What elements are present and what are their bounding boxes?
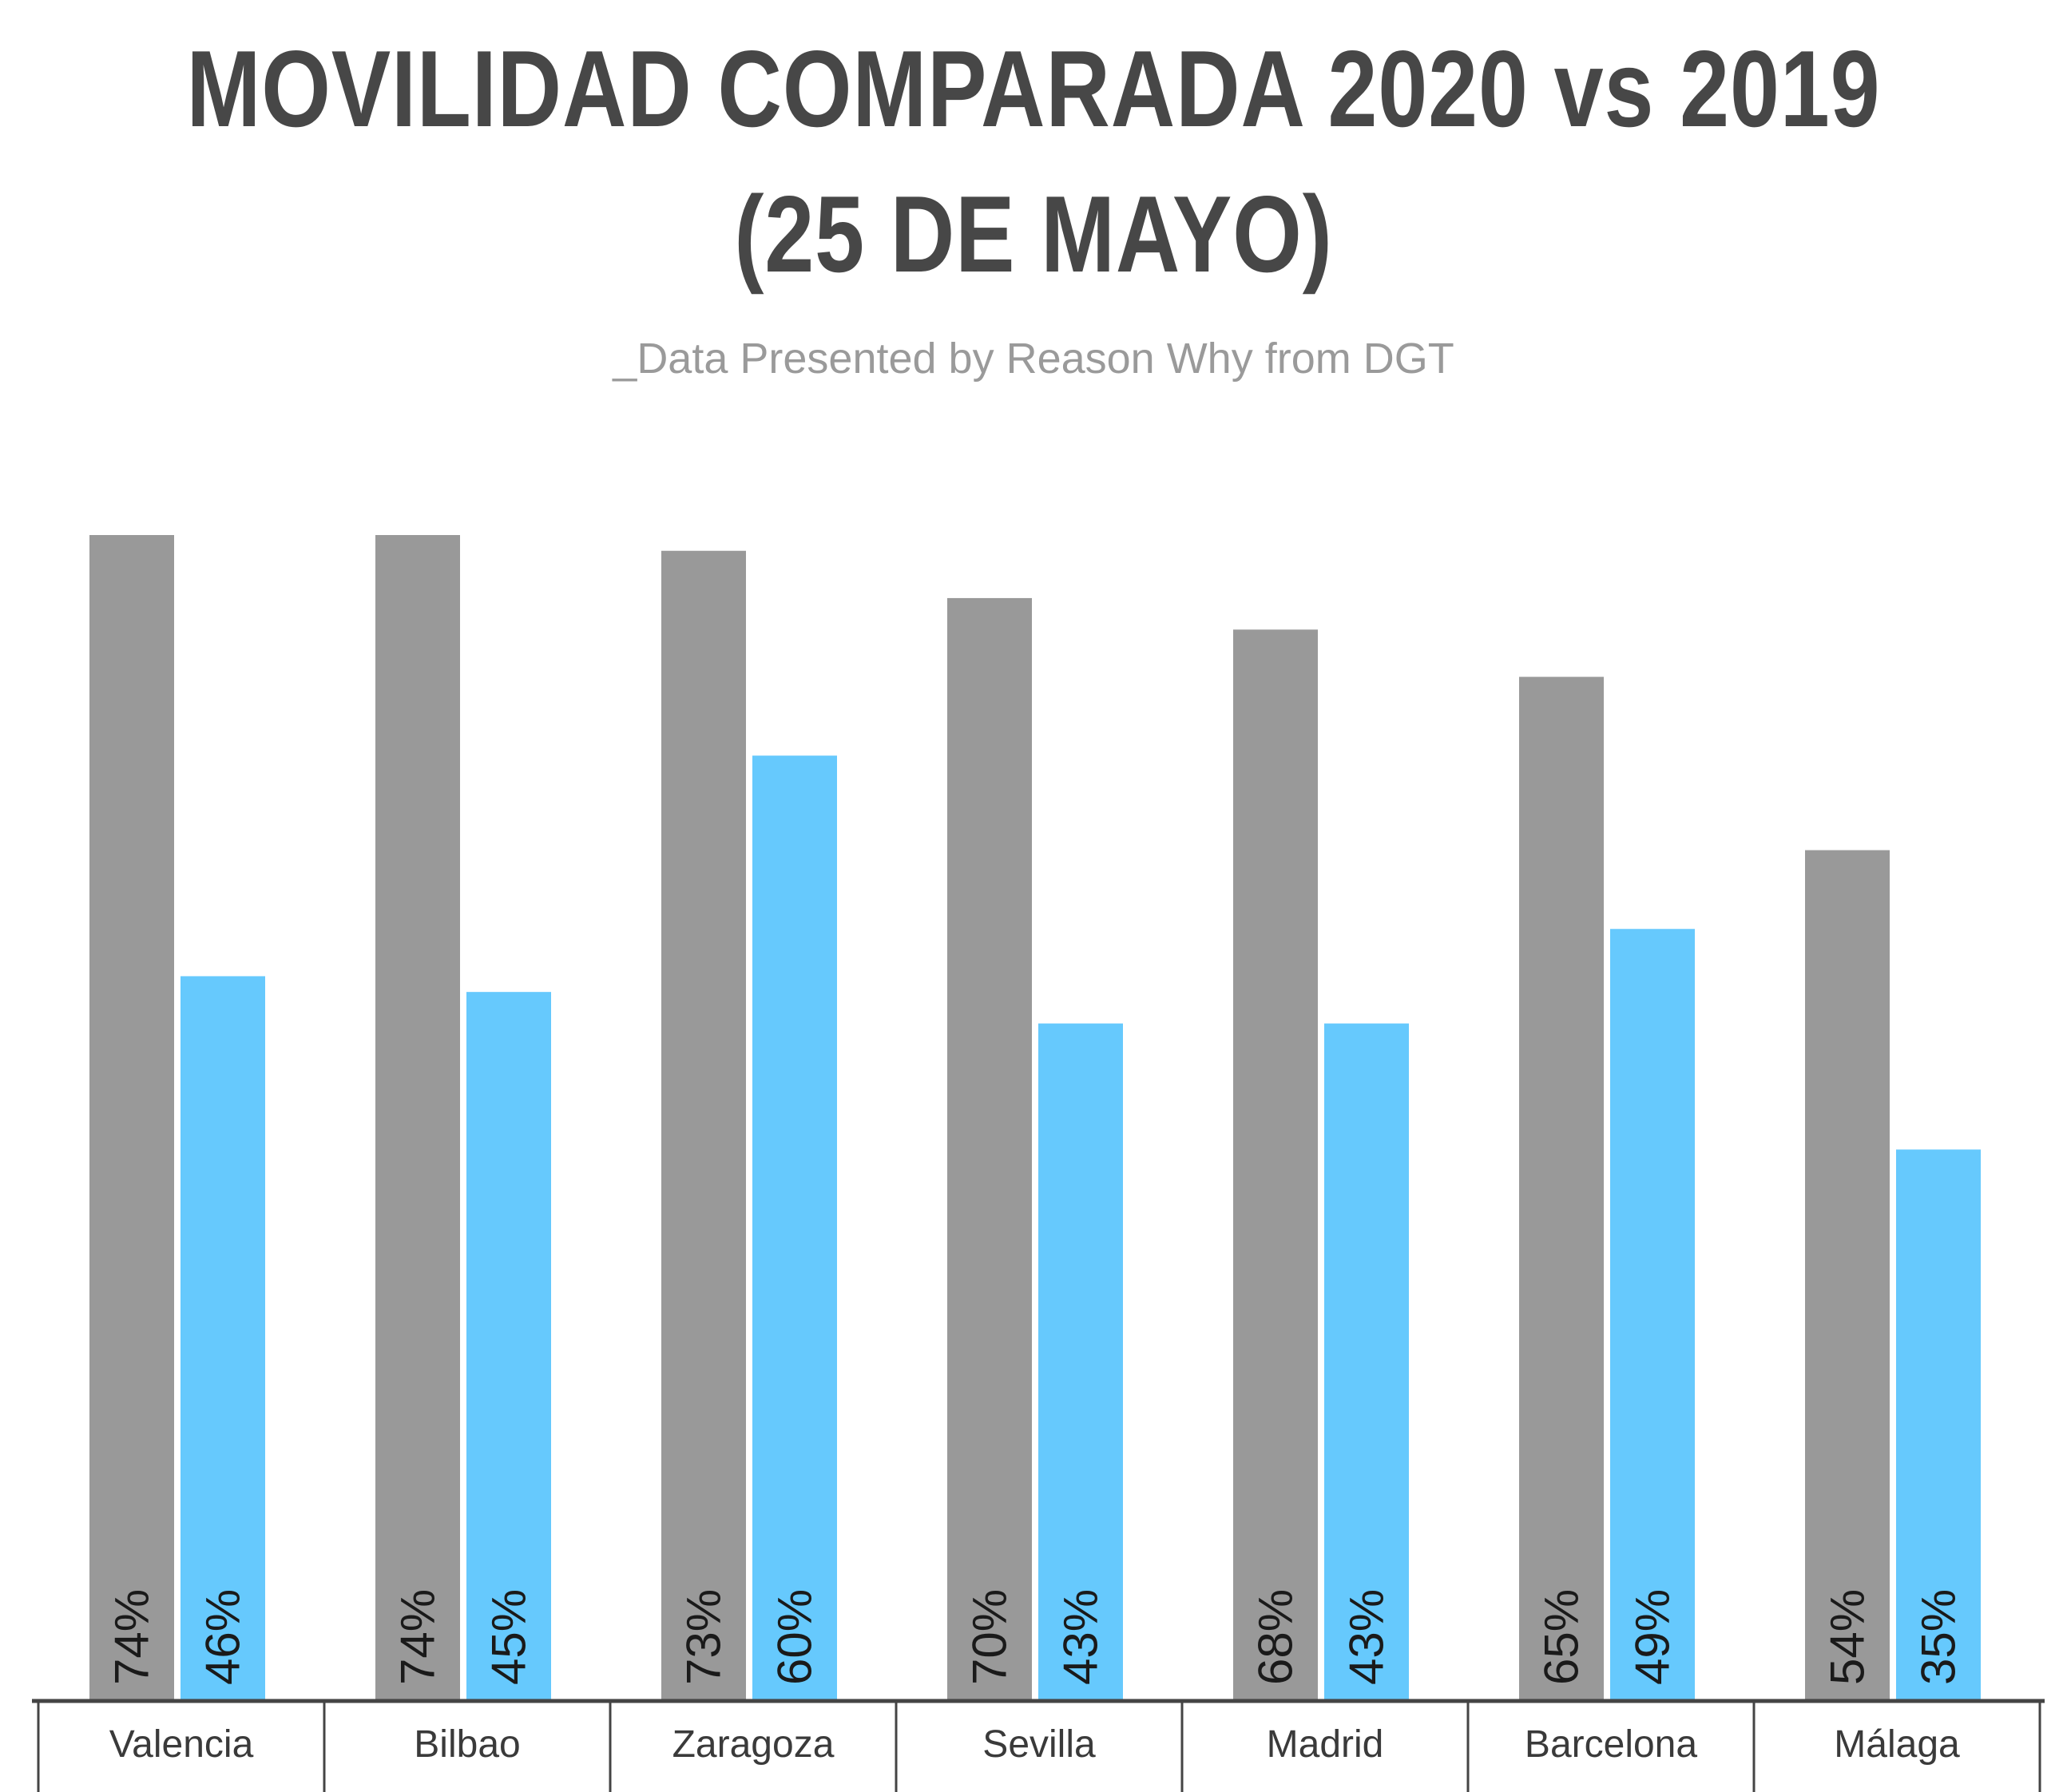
bar-2019-mlaga — [1805, 850, 1890, 1701]
chart-subtitle: _Data Presented by Reason Why from DGT — [613, 335, 1454, 383]
bar-value-label: 74% — [391, 1589, 445, 1685]
bar-2019-madrid — [1233, 629, 1318, 1701]
category-label: Zaragoza — [672, 1723, 835, 1766]
bar-2019-zaragoza — [661, 550, 746, 1701]
bar-value-label: 54% — [1821, 1589, 1875, 1685]
bar-2019-barcelona — [1519, 676, 1604, 1701]
category-label: Málaga — [1834, 1723, 1960, 1766]
bar-value-label: 45% — [482, 1589, 536, 1685]
bar-2019-sevilla — [947, 597, 1032, 1701]
bar-value-label: 68% — [1249, 1589, 1303, 1685]
bar-value-label: 73% — [677, 1589, 731, 1685]
bar-value-label: 43% — [1054, 1589, 1108, 1685]
bar-2020-sevilla — [1038, 1023, 1123, 1701]
bar-2020-zaragoza — [752, 755, 837, 1701]
bar-2020-madrid — [1324, 1023, 1409, 1701]
category-label: Bilbao — [414, 1723, 520, 1766]
bar-value-label: 35% — [1912, 1589, 1966, 1685]
category-label: Barcelona — [1525, 1723, 1697, 1766]
bar-value-label: 70% — [963, 1589, 1017, 1685]
bar-2019-bilbao — [375, 535, 460, 1701]
bar-value-label: 74% — [105, 1589, 159, 1685]
category-label: Madrid — [1267, 1723, 1384, 1766]
category-label: Valencia — [109, 1723, 254, 1766]
chart-title: MOVILIDAD COMPARADA 2020 vs 2019 (25 DE … — [186, 16, 1881, 307]
bar-2020-bilbao — [466, 992, 551, 1701]
bar-2020-barcelona — [1610, 929, 1695, 1701]
bar-value-label: 60% — [768, 1589, 822, 1685]
chart-title-line1: MOVILIDAD COMPARADA 2020 vs 2019 — [186, 28, 1881, 149]
chart-title-line2: (25 DE MAYO) — [734, 173, 1333, 295]
bar-value-label: 46% — [196, 1589, 250, 1685]
bar-value-label: 49% — [1626, 1589, 1680, 1685]
category-label: Sevilla — [982, 1723, 1096, 1766]
bar-value-label: 65% — [1535, 1589, 1589, 1685]
bar-2019-valencia — [89, 535, 174, 1701]
bar-2020-valencia — [181, 976, 265, 1701]
bar-value-label: 43% — [1340, 1589, 1394, 1685]
bar-2020-mlaga — [1896, 1149, 1981, 1701]
